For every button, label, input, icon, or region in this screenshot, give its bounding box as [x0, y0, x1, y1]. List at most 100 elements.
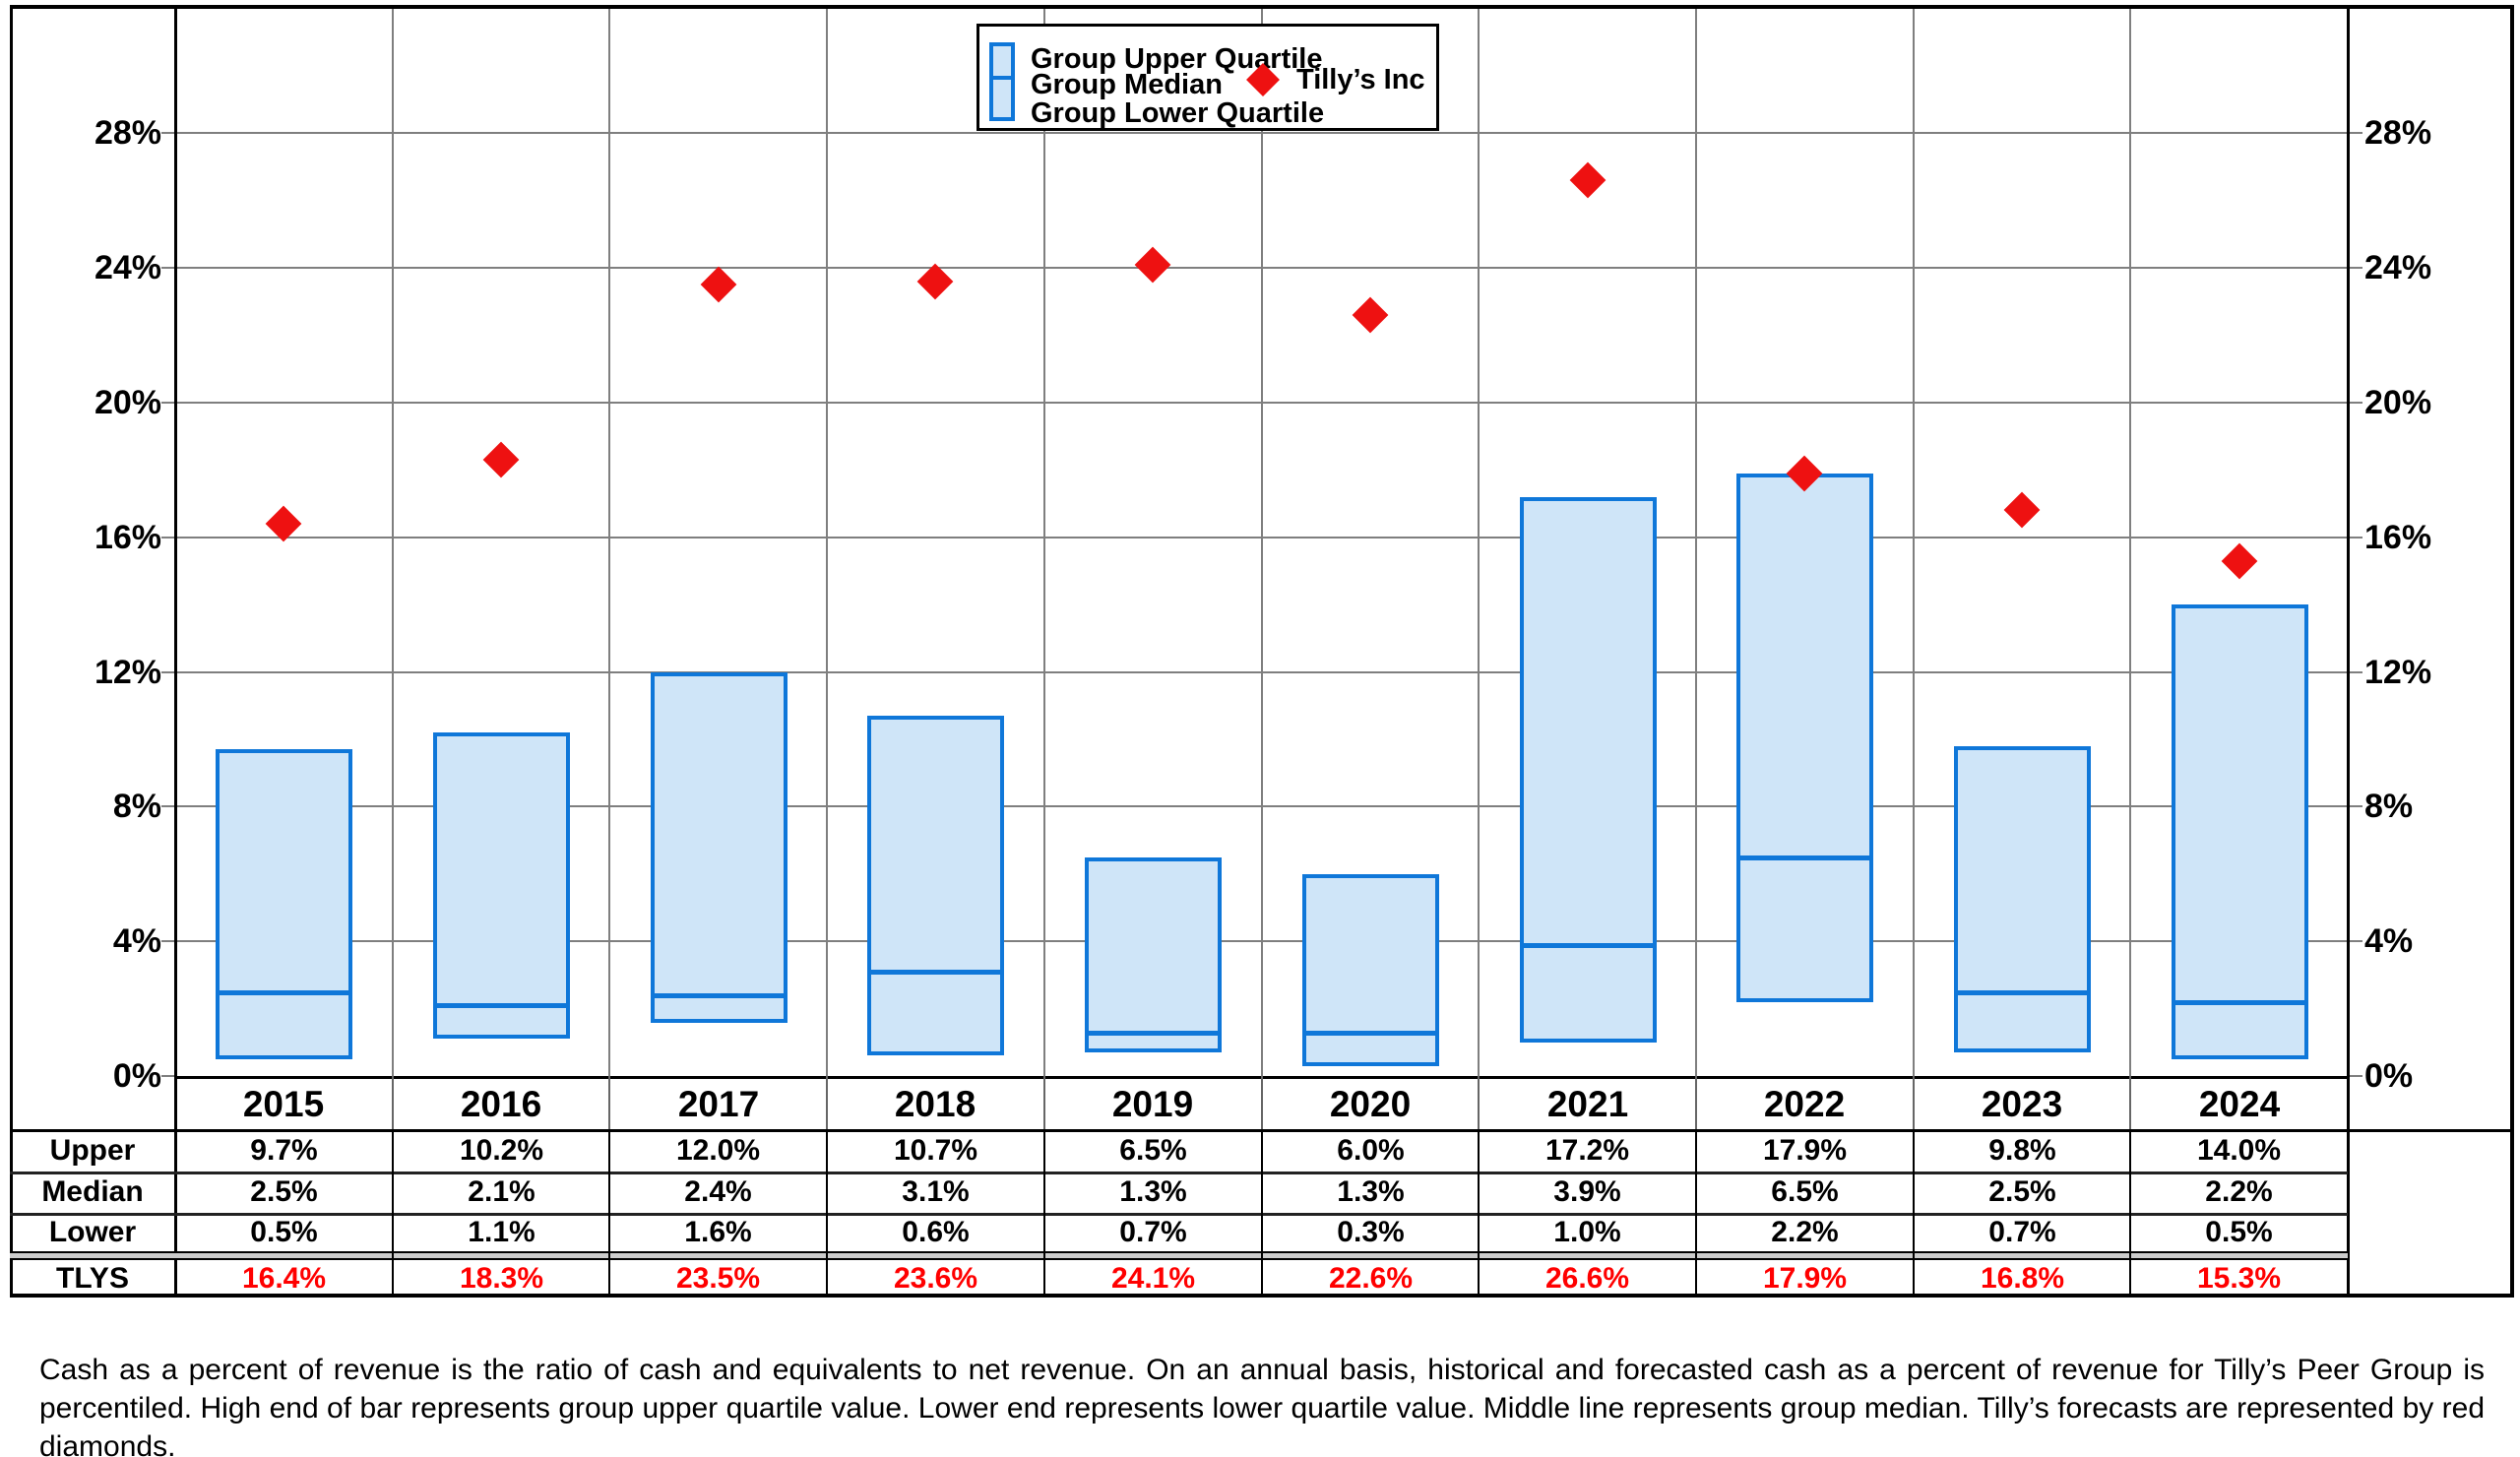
x-axis-label-2017: 2017 — [677, 1084, 760, 1124]
quartile-bar-2020 — [1302, 874, 1439, 1066]
table-cell-Upper-2023: 9.8% — [1988, 1134, 2056, 1167]
gridline-x-8 — [1913, 5, 1915, 1076]
median-line-2021 — [1524, 943, 1653, 948]
table-column-separator-4 — [1043, 1129, 1045, 1294]
table-thick-separator — [10, 1251, 2348, 1260]
table-cell-TLYS-2024: 15.3% — [2196, 1262, 2282, 1295]
y-axis-label-left-24: 24% — [94, 249, 161, 286]
figure-border-top — [10, 5, 2514, 9]
table-row-header-Upper: Upper — [49, 1134, 136, 1167]
legend-label-group-upper-quartile: Group Upper Quartile — [1031, 43, 1323, 75]
x-axis-label-2016: 2016 — [460, 1084, 542, 1124]
table-row-header-Median: Median — [41, 1175, 144, 1208]
tlys-diamond-2016 — [482, 441, 520, 478]
quartile-bar-2015 — [216, 749, 352, 1059]
median-line-2017 — [655, 993, 784, 998]
table-cell-Median-2021: 3.9% — [1553, 1175, 1621, 1208]
table-cell-TLYS-2018: 23.6% — [893, 1262, 978, 1295]
median-line-2022 — [1740, 855, 1869, 860]
legend-label-tillys-inc: Tilly’s Inc — [1296, 64, 1425, 95]
plot-border-right — [2347, 5, 2350, 1298]
gridline-x-6 — [1478, 5, 1480, 1076]
year-row-separator-6 — [1478, 1076, 1480, 1129]
tlys-diamond-2017 — [700, 266, 737, 303]
table-column-separator-5 — [1261, 1129, 1263, 1294]
quartile-bar-2024 — [2172, 604, 2308, 1059]
median-line-2015 — [220, 990, 348, 995]
median-line-2019 — [1089, 1031, 1218, 1036]
table-cell-Upper-2024: 14.0% — [2196, 1134, 2282, 1167]
plot-border-left — [174, 5, 177, 1298]
quartile-bar-2019 — [1085, 857, 1222, 1052]
legend: Group Upper Quartile Group Median Group … — [976, 24, 1439, 131]
tlys-diamond-2021 — [1569, 161, 1606, 199]
table-cell-TLYS-2015: 16.4% — [241, 1262, 327, 1295]
table-cell-Median-2024: 2.2% — [2205, 1175, 2273, 1208]
quartile-bar-2016 — [433, 732, 570, 1039]
gridline-x-3 — [826, 5, 828, 1076]
table-border-bottom — [10, 1294, 2514, 1298]
table-cell-TLYS-2017: 23.5% — [675, 1262, 761, 1295]
table-column-separator-1 — [392, 1129, 394, 1294]
table-cell-TLYS-2020: 22.6% — [1328, 1262, 1414, 1295]
y-axis-label-left-12: 12% — [94, 654, 161, 691]
quartile-bar-2023 — [1954, 746, 2091, 1052]
x-axis-label-2015: 2015 — [242, 1084, 325, 1124]
gridline-x-9 — [2129, 5, 2131, 1076]
y-axis-label-right-12: 12% — [2364, 654, 2432, 691]
y-axis-label-left-28: 28% — [94, 114, 161, 152]
tick-right-y-0 — [2348, 1075, 2362, 1077]
table-cell-Lower-2022: 2.2% — [1771, 1216, 1839, 1248]
y-axis-label-left-16: 16% — [94, 519, 161, 556]
table-cell-Upper-2019: 6.5% — [1119, 1134, 1187, 1167]
quartile-bar-2022 — [1736, 474, 1873, 1002]
gridline-x-5 — [1261, 5, 1263, 1076]
y-axis-label-right-20: 20% — [2364, 384, 2432, 421]
x-axis-label-2021: 2021 — [1546, 1084, 1629, 1124]
figure-border-right — [2510, 5, 2514, 1298]
table-cell-Lower-2023: 0.7% — [1988, 1216, 2056, 1248]
x-axis-label-2024: 2024 — [2198, 1084, 2281, 1124]
table-column-separator-3 — [826, 1129, 828, 1294]
y-axis-label-right-28: 28% — [2364, 114, 2432, 152]
table-column-separator-9 — [2129, 1129, 2131, 1294]
legend-quartile-bar-glyph — [989, 42, 1015, 121]
table-column-separator-6 — [1478, 1129, 1480, 1294]
table-cell-Lower-2015: 0.5% — [250, 1216, 318, 1248]
year-row-separator-8 — [1913, 1076, 1915, 1129]
y-axis-label-right-8: 8% — [2364, 788, 2414, 825]
year-row-separator-4 — [1043, 1076, 1045, 1129]
table-row-header-Lower: Lower — [48, 1216, 137, 1248]
x-axis-label-2023: 2023 — [1981, 1084, 2063, 1124]
tlys-diamond-2018 — [916, 263, 954, 300]
table-cell-Lower-2021: 1.0% — [1553, 1216, 1621, 1248]
quartile-bar-2018 — [867, 716, 1004, 1055]
y-axis-label-right-4: 4% — [2364, 922, 2414, 960]
y-axis-label-right-24: 24% — [2364, 249, 2432, 286]
table-cell-Median-2015: 2.5% — [250, 1175, 318, 1208]
year-row-separator-3 — [826, 1076, 828, 1129]
year-row-separator-7 — [1695, 1076, 1697, 1129]
table-row-separator-2 — [10, 1213, 2348, 1216]
table-column-separator-2 — [608, 1129, 610, 1294]
table-cell-TLYS-2023: 16.8% — [1980, 1262, 2065, 1295]
median-line-2016 — [437, 1003, 566, 1008]
tlys-diamond-2020 — [1352, 296, 1389, 334]
median-line-2020 — [1306, 1031, 1435, 1036]
gridline-x-7 — [1695, 5, 1697, 1076]
table-cell-Upper-2022: 17.9% — [1762, 1134, 1848, 1167]
table-cell-Upper-2018: 10.7% — [893, 1134, 978, 1167]
table-cell-Median-2023: 2.5% — [1988, 1175, 2056, 1208]
legend-label-group-lower-quartile: Group Lower Quartile — [1031, 97, 1325, 129]
table-cell-Median-2017: 2.4% — [684, 1175, 752, 1208]
legend-median-line-glyph — [993, 76, 1011, 80]
table-cell-Upper-2020: 6.0% — [1337, 1134, 1405, 1167]
gridline-x-2 — [608, 5, 610, 1076]
median-line-2024 — [2175, 1000, 2304, 1005]
table-cell-Median-2016: 2.1% — [468, 1175, 536, 1208]
x-axis-label-2019: 2019 — [1111, 1084, 1194, 1124]
table-cell-Lower-2017: 1.6% — [684, 1216, 752, 1248]
quartile-bar-2021 — [1520, 497, 1657, 1043]
table-cell-Median-2020: 1.3% — [1337, 1175, 1405, 1208]
